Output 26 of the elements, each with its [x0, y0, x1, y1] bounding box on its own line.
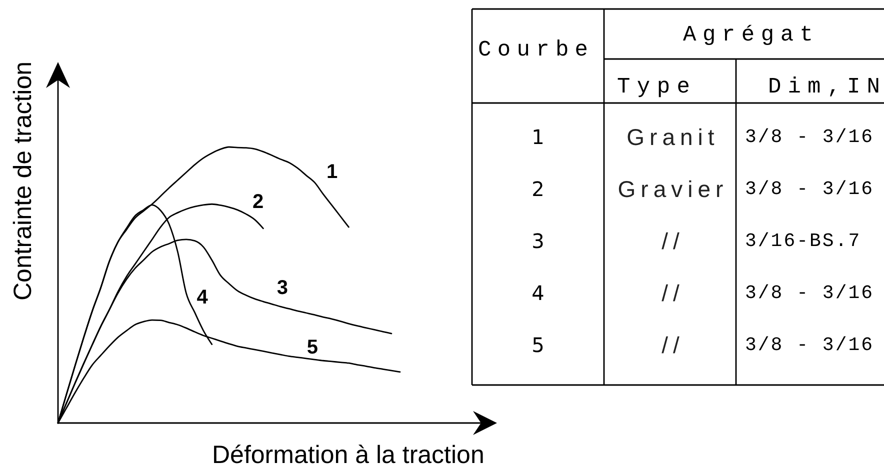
text: 3/8 - 3/16 — [745, 126, 874, 148]
text: 3/8 - 3/16 — [745, 282, 874, 304]
series-label: 3 — [276, 276, 288, 299]
y-axis-title: Contrainte de traction — [9, 61, 37, 301]
text: 3 — [532, 229, 544, 253]
series-label: 1 — [326, 160, 338, 183]
text: // — [662, 332, 684, 358]
text: // — [662, 228, 684, 254]
text: 5 — [532, 333, 544, 357]
series-label: 5 — [306, 336, 318, 358]
text: 3/8 - 3/16 — [745, 334, 874, 356]
series-label: 2 — [252, 191, 264, 214]
series-label: 4 — [196, 286, 209, 308]
text: Granit — [626, 124, 720, 150]
x-axis-title: Déformation à la traction — [212, 441, 484, 469]
text: // — [662, 280, 684, 306]
text: Courbe — [478, 38, 588, 62]
text: 3/16-BS.7 — [745, 230, 862, 252]
text: Type — [617, 74, 690, 100]
text: Gravier — [618, 176, 728, 202]
text: 4 — [532, 281, 544, 305]
text: 2 — [532, 177, 544, 201]
text: 1 — [532, 125, 544, 149]
text: 3/8 - 3/16 — [745, 178, 874, 200]
text: Agrégat — [683, 22, 813, 48]
text: Dim,IN — [768, 74, 880, 100]
